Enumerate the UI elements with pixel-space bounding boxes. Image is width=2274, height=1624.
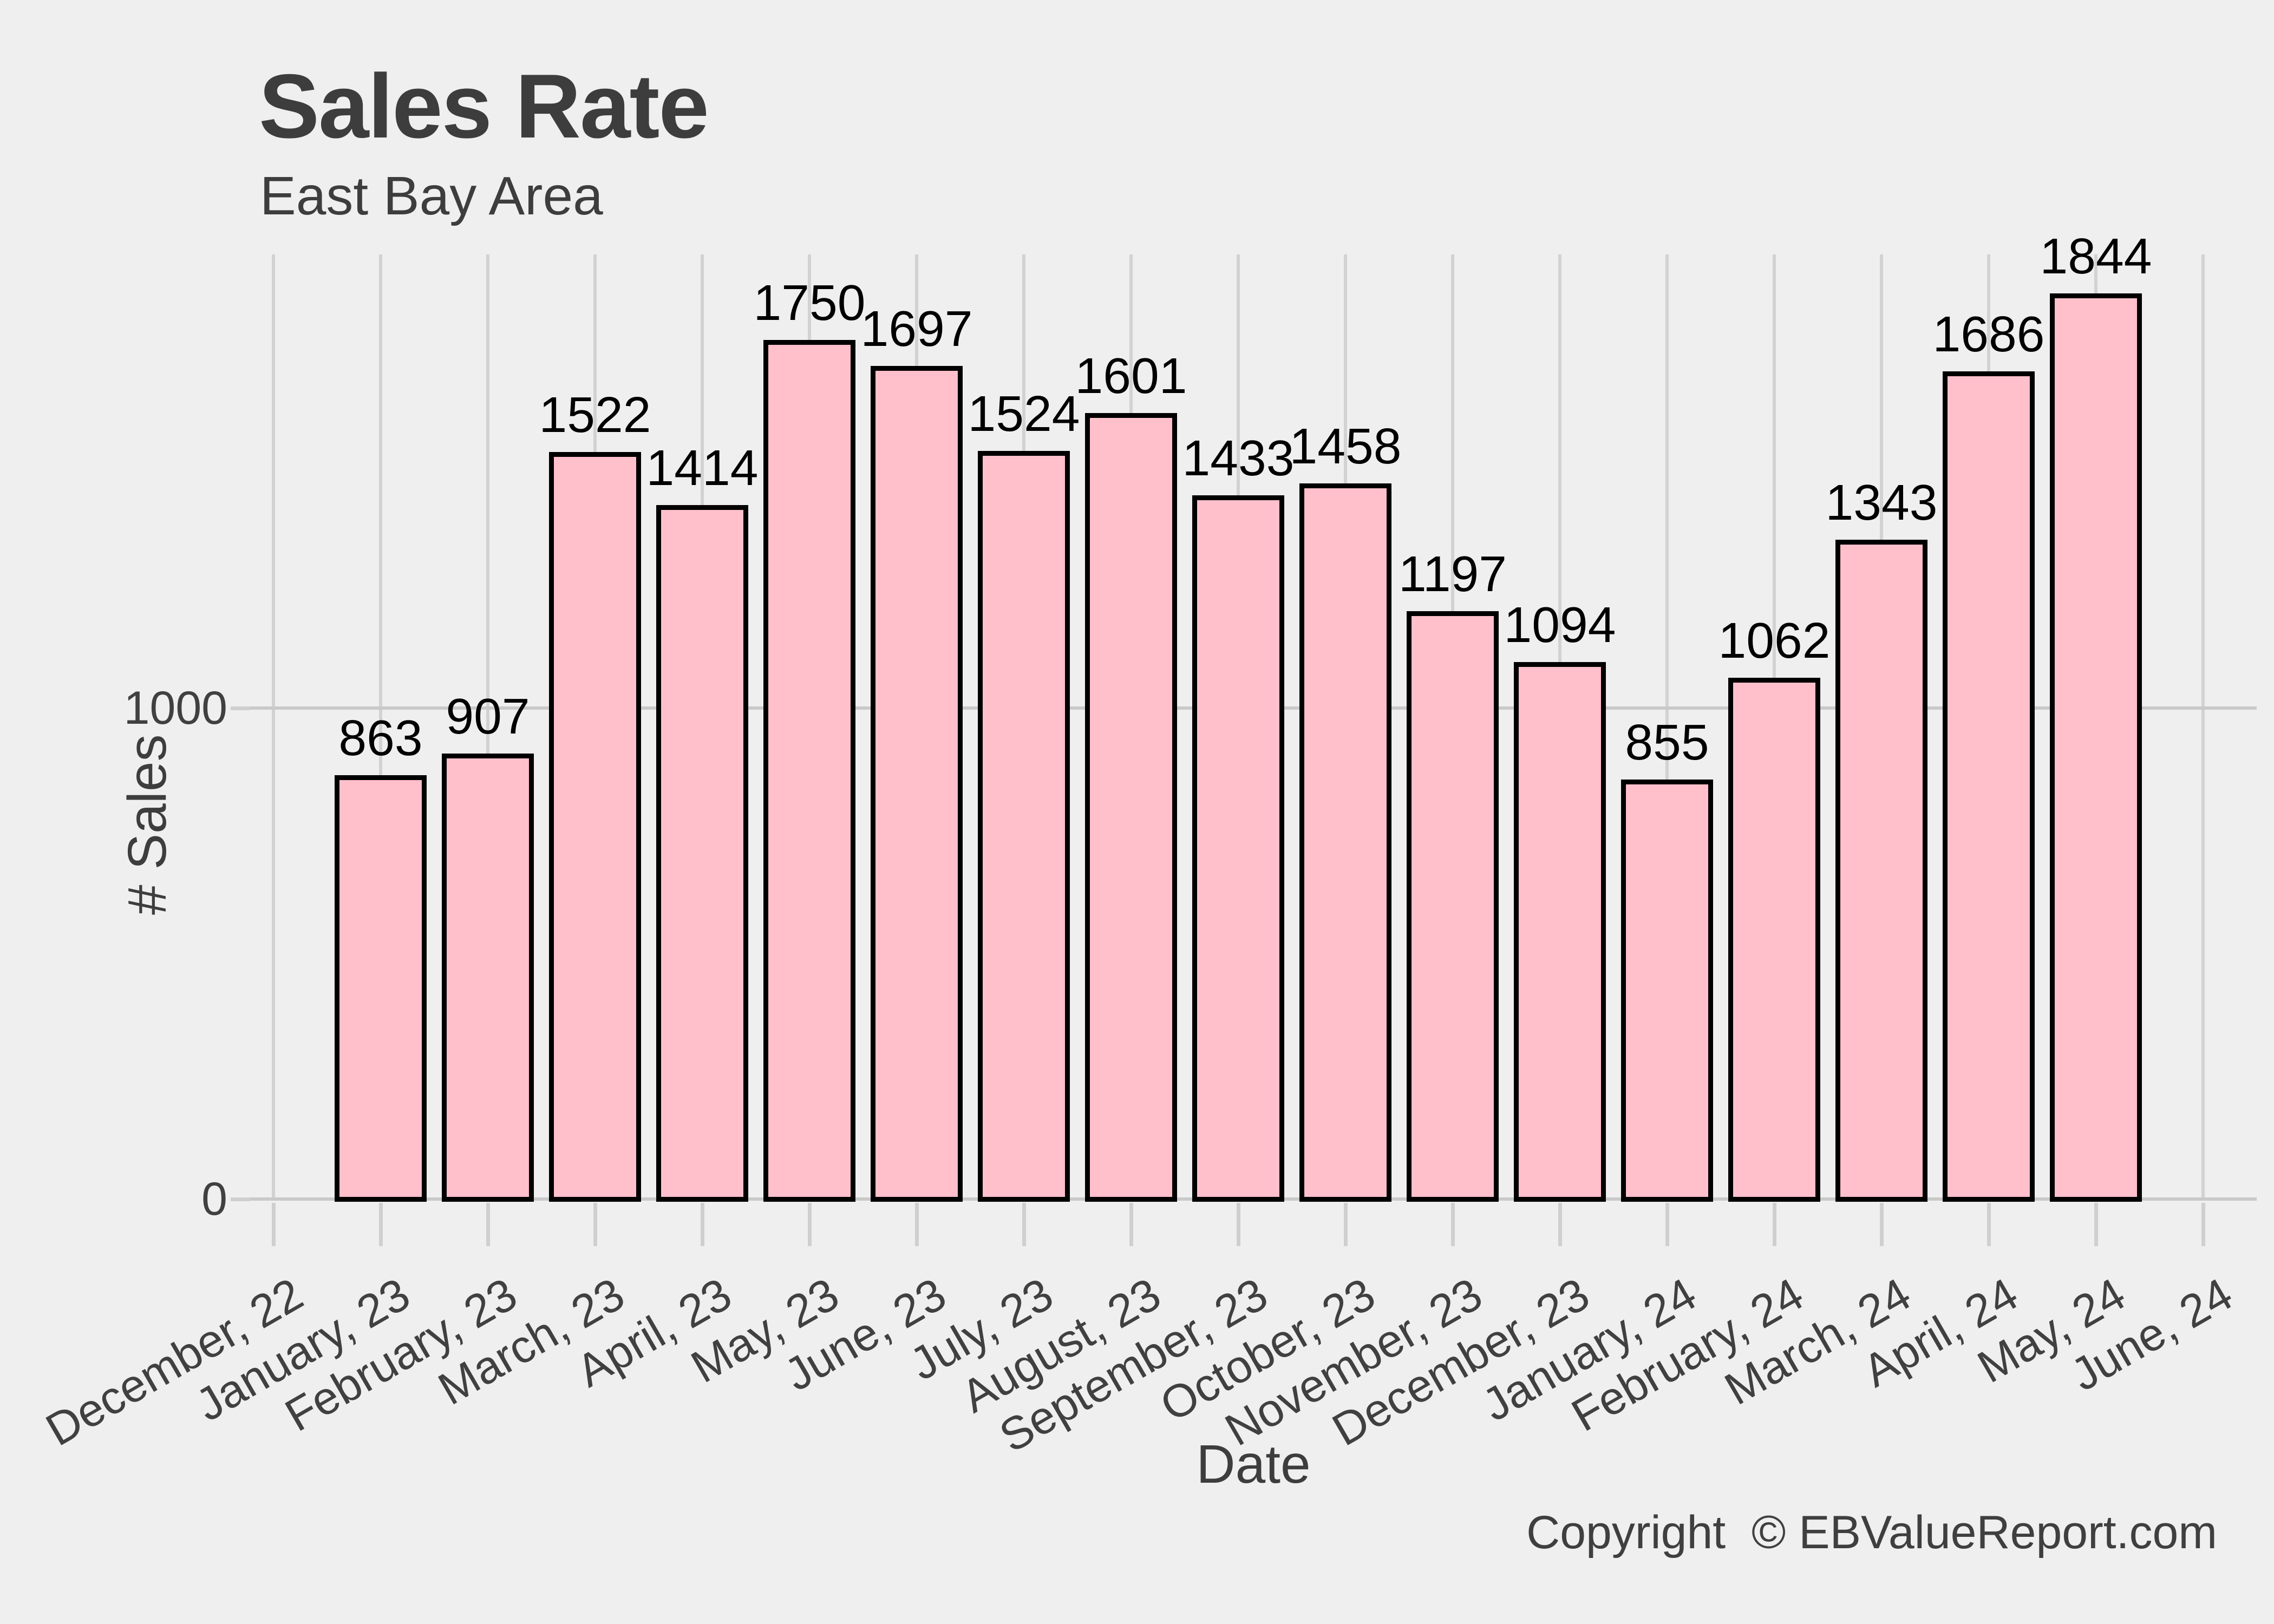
x-tick	[1665, 1203, 1669, 1246]
x-tick	[1022, 1203, 1026, 1246]
bar	[335, 775, 427, 1202]
x-tick	[1558, 1203, 1562, 1246]
bar	[1085, 412, 1177, 1202]
y-tick	[231, 706, 250, 710]
bar-value-label: 1458	[1289, 417, 1402, 474]
x-tick	[2094, 1203, 2098, 1246]
bar-value-label: 1197	[1399, 546, 1507, 603]
bar	[1514, 662, 1606, 1202]
bar-value-label: 863	[338, 710, 423, 767]
bar	[1299, 483, 1391, 1202]
bar-value-label: 1844	[2040, 228, 2152, 285]
bar	[1192, 495, 1284, 1202]
bar	[2050, 293, 2142, 1202]
x-tick	[486, 1203, 490, 1246]
bar	[763, 339, 855, 1202]
bar-value-label: 1697	[860, 300, 973, 357]
vertical-gridline	[379, 254, 382, 1199]
bar	[1728, 677, 1820, 1202]
bar-value-label: 1414	[646, 439, 759, 496]
vertical-gridline	[486, 254, 489, 1199]
bar-value-label: 1601	[1075, 347, 1187, 404]
x-tick	[1773, 1203, 1776, 1246]
bar-value-label: 1686	[1932, 305, 2045, 362]
x-tick	[1451, 1203, 1455, 1246]
x-tick	[1237, 1203, 1240, 1246]
y-tick-label: 1000	[123, 682, 227, 734]
bar	[1407, 611, 1499, 1202]
x-axis-title: Date	[1196, 1434, 1311, 1495]
chart-subtitle: East Bay Area	[260, 166, 603, 226]
x-tick	[701, 1203, 704, 1246]
x-tick	[593, 1203, 597, 1246]
bar	[1621, 779, 1713, 1202]
bar	[549, 451, 641, 1202]
bar	[442, 754, 534, 1202]
x-tick	[2201, 1203, 2205, 1246]
bar-value-label: 1522	[539, 386, 651, 443]
bar-value-label: 1433	[1182, 430, 1295, 487]
x-tick	[272, 1203, 276, 1246]
x-tick	[808, 1203, 812, 1246]
x-tick	[1987, 1203, 1991, 1246]
chart-title: Sales Rate	[259, 55, 709, 157]
bar	[978, 450, 1070, 1202]
bar	[1835, 539, 1927, 1202]
bar	[871, 365, 963, 1202]
bar-value-label: 907	[446, 688, 530, 745]
vertical-gridline	[1665, 254, 1669, 1199]
bar-value-label: 1524	[968, 385, 1080, 442]
x-tick	[379, 1203, 383, 1246]
y-tick	[231, 1197, 250, 1201]
bar-value-label: 1094	[1504, 596, 1616, 653]
bar-value-label: 855	[1625, 713, 1709, 770]
y-axis-title: # Sales	[117, 734, 178, 915]
bar-value-label: 1750	[753, 274, 866, 331]
bar-value-label: 1062	[1718, 612, 1831, 669]
vertical-gridline	[272, 254, 275, 1199]
x-tick	[1129, 1203, 1133, 1246]
x-tick	[1344, 1203, 1348, 1246]
bar	[1943, 371, 2035, 1202]
vertical-gridline	[2201, 254, 2205, 1199]
y-tick-label: 0	[201, 1173, 227, 1225]
x-tick	[1880, 1203, 1884, 1246]
bar-value-label: 1343	[1825, 474, 1938, 531]
copyright-text: Copyright © EBValueReport.com	[1526, 1507, 2217, 1558]
x-tick	[915, 1203, 919, 1246]
bar	[656, 505, 748, 1202]
